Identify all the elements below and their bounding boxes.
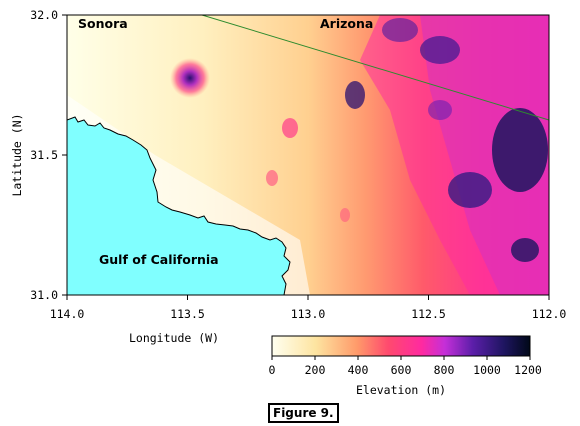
mountain-patch (345, 81, 365, 109)
international-border-line (201, 15, 549, 121)
y-tick-label: 31.0 (30, 288, 58, 302)
colorbar-tick-label: 400 (348, 363, 369, 377)
x-axis-title: Longitude (W) (129, 331, 219, 345)
y-tick-label: 32.0 (30, 8, 58, 22)
colorbar-tick-label: 0 (269, 363, 276, 377)
upper-highland-band (420, 15, 549, 295)
label-sonora: Sonora (78, 16, 128, 31)
colorbar-tick-label: 800 (434, 363, 455, 377)
ridge-patch (266, 170, 278, 186)
colorbar-tick-label: 200 (305, 363, 326, 377)
x-tick-label: 114.0 (50, 307, 85, 321)
x-tick-label: 112.5 (411, 307, 446, 321)
y-tick-label: 31.5 (30, 148, 58, 162)
label-gulf-of-california: Gulf of California (99, 252, 219, 267)
mountain-patch (511, 238, 539, 262)
label-arizona: Arizona (320, 16, 373, 31)
gulf-of-california-water (67, 116, 291, 295)
x-tick-label: 113.0 (291, 307, 326, 321)
ridge-patch (282, 118, 298, 138)
figure-caption: Figure 9. (268, 403, 339, 423)
ridge-patch (340, 208, 350, 222)
colorbar-tick-label: 1000 (473, 363, 501, 377)
mountain-patch (448, 172, 492, 208)
mountain-patch (428, 100, 452, 120)
mountain-patch (420, 36, 460, 64)
y-axis-title: Latitude (N) (10, 113, 24, 196)
y-axis: 32.0 31.5 31.0 Latitude (N) (10, 8, 67, 302)
elevation-raster: Sonora Arizona Gulf of California (67, 15, 549, 295)
x-axis: 114.0 113.5 113.0 112.5 112.0 Longitude … (50, 295, 567, 345)
x-tick-label: 112.0 (532, 307, 567, 321)
mountain-patch (382, 18, 418, 42)
x-tick-label: 113.5 (170, 307, 205, 321)
volcanic-peak (170, 58, 210, 98)
elevation-colorbar: 0 200 400 600 800 1000 1200 Elevation (m… (269, 335, 542, 397)
mountain-patch (492, 108, 548, 192)
colorbar-tick-label: 1200 (514, 363, 542, 377)
colorbar-gradient (271, 335, 531, 357)
colorbar-tick-label: 600 (391, 363, 412, 377)
colorbar-title: Elevation (m) (356, 383, 446, 397)
